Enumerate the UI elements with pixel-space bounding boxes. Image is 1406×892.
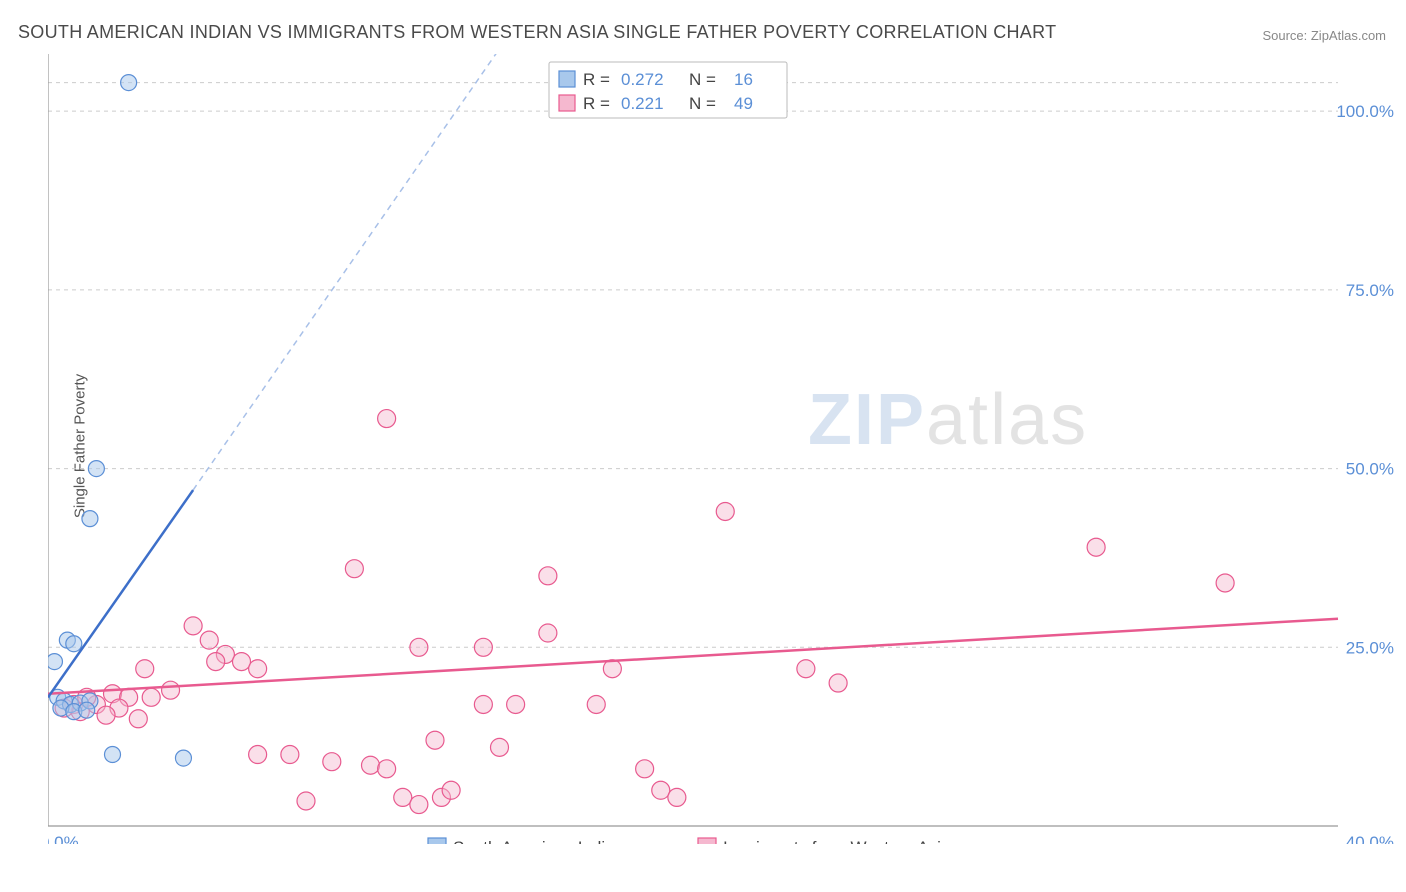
data-point-pink bbox=[1216, 574, 1234, 592]
x-tick-label: 0.0% bbox=[48, 833, 79, 844]
data-point-pink bbox=[97, 706, 115, 724]
data-point-blue bbox=[105, 747, 121, 763]
data-point-pink bbox=[410, 638, 428, 656]
data-point-pink bbox=[378, 410, 396, 428]
data-point-pink bbox=[474, 638, 492, 656]
watermark: ZIPatlas bbox=[808, 380, 1088, 460]
data-point-pink bbox=[362, 756, 380, 774]
data-point-pink bbox=[829, 674, 847, 692]
data-point-pink bbox=[200, 631, 218, 649]
data-point-blue bbox=[82, 511, 98, 527]
legend-n-label: N = bbox=[689, 70, 716, 89]
data-point-pink bbox=[184, 617, 202, 635]
data-point-pink bbox=[378, 760, 396, 778]
data-point-pink bbox=[1087, 538, 1105, 556]
trendline-blue bbox=[48, 490, 193, 697]
trendline-blue-extrapolated bbox=[193, 54, 516, 490]
data-point-pink bbox=[442, 781, 460, 799]
data-point-pink bbox=[491, 738, 509, 756]
scatter-plot: 25.0% 50.0% 75.0% 100.0% 0.0% 40.0% ZIPatlas R … bbox=[48, 54, 1398, 844]
data-point-pink bbox=[297, 792, 315, 810]
y-tick-label: 100.0% bbox=[1336, 102, 1394, 121]
legend-swatch-blue bbox=[559, 71, 575, 87]
data-point-pink bbox=[345, 560, 363, 578]
data-point-blue bbox=[121, 75, 137, 91]
legend-n-blue: 16 bbox=[734, 70, 753, 89]
data-point-pink bbox=[136, 660, 154, 678]
data-point-blue bbox=[79, 702, 95, 718]
data-point-pink bbox=[323, 753, 341, 771]
data-point-pink bbox=[474, 695, 492, 713]
legend-swatch-blue bbox=[428, 838, 446, 844]
y-tick-label: 25.0% bbox=[1346, 638, 1394, 657]
y-tick-label: 50.0% bbox=[1346, 460, 1394, 479]
data-point-pink bbox=[142, 688, 160, 706]
data-point-pink bbox=[539, 567, 557, 585]
data-point-pink bbox=[162, 681, 180, 699]
data-point-pink bbox=[507, 695, 525, 713]
legend-swatch-pink bbox=[698, 838, 716, 844]
legend-label-pink: Immigrants from Western Asia bbox=[723, 838, 951, 844]
data-point-pink bbox=[129, 710, 147, 728]
legend-r-label: R = bbox=[583, 94, 610, 113]
legend-n-pink: 49 bbox=[734, 94, 753, 113]
data-point-pink bbox=[233, 653, 251, 671]
chart-container: SOUTH AMERICAN INDIAN VS IMMIGRANTS FROM… bbox=[0, 0, 1406, 892]
legend-swatch-pink bbox=[559, 95, 575, 111]
data-point-pink bbox=[668, 788, 686, 806]
data-point-pink bbox=[587, 695, 605, 713]
y-tick-label: 75.0% bbox=[1346, 281, 1394, 300]
legend-label-blue: South American Indians bbox=[453, 838, 633, 844]
data-point-pink bbox=[249, 660, 267, 678]
source-attribution: Source: ZipAtlas.com bbox=[1262, 28, 1386, 43]
data-point-blue bbox=[88, 461, 104, 477]
legend-r-pink: 0.221 bbox=[621, 94, 664, 113]
data-point-pink bbox=[394, 788, 412, 806]
data-point-blue bbox=[66, 636, 82, 652]
chart-title: SOUTH AMERICAN INDIAN VS IMMIGRANTS FROM… bbox=[18, 22, 1056, 43]
data-point-pink bbox=[539, 624, 557, 642]
legend-r-label: R = bbox=[583, 70, 610, 89]
data-point-blue bbox=[48, 654, 62, 670]
legend-r-blue: 0.272 bbox=[621, 70, 664, 89]
data-point-pink bbox=[636, 760, 654, 778]
data-point-pink bbox=[410, 796, 428, 814]
data-point-blue bbox=[175, 750, 191, 766]
data-point-pink bbox=[716, 502, 734, 520]
data-point-pink bbox=[207, 653, 225, 671]
x-tick-label: 40.0% bbox=[1346, 833, 1394, 844]
data-point-pink bbox=[281, 746, 299, 764]
legend-n-label: N = bbox=[689, 94, 716, 113]
data-point-pink bbox=[797, 660, 815, 678]
data-point-pink bbox=[652, 781, 670, 799]
data-point-pink bbox=[249, 746, 267, 764]
data-point-pink bbox=[426, 731, 444, 749]
